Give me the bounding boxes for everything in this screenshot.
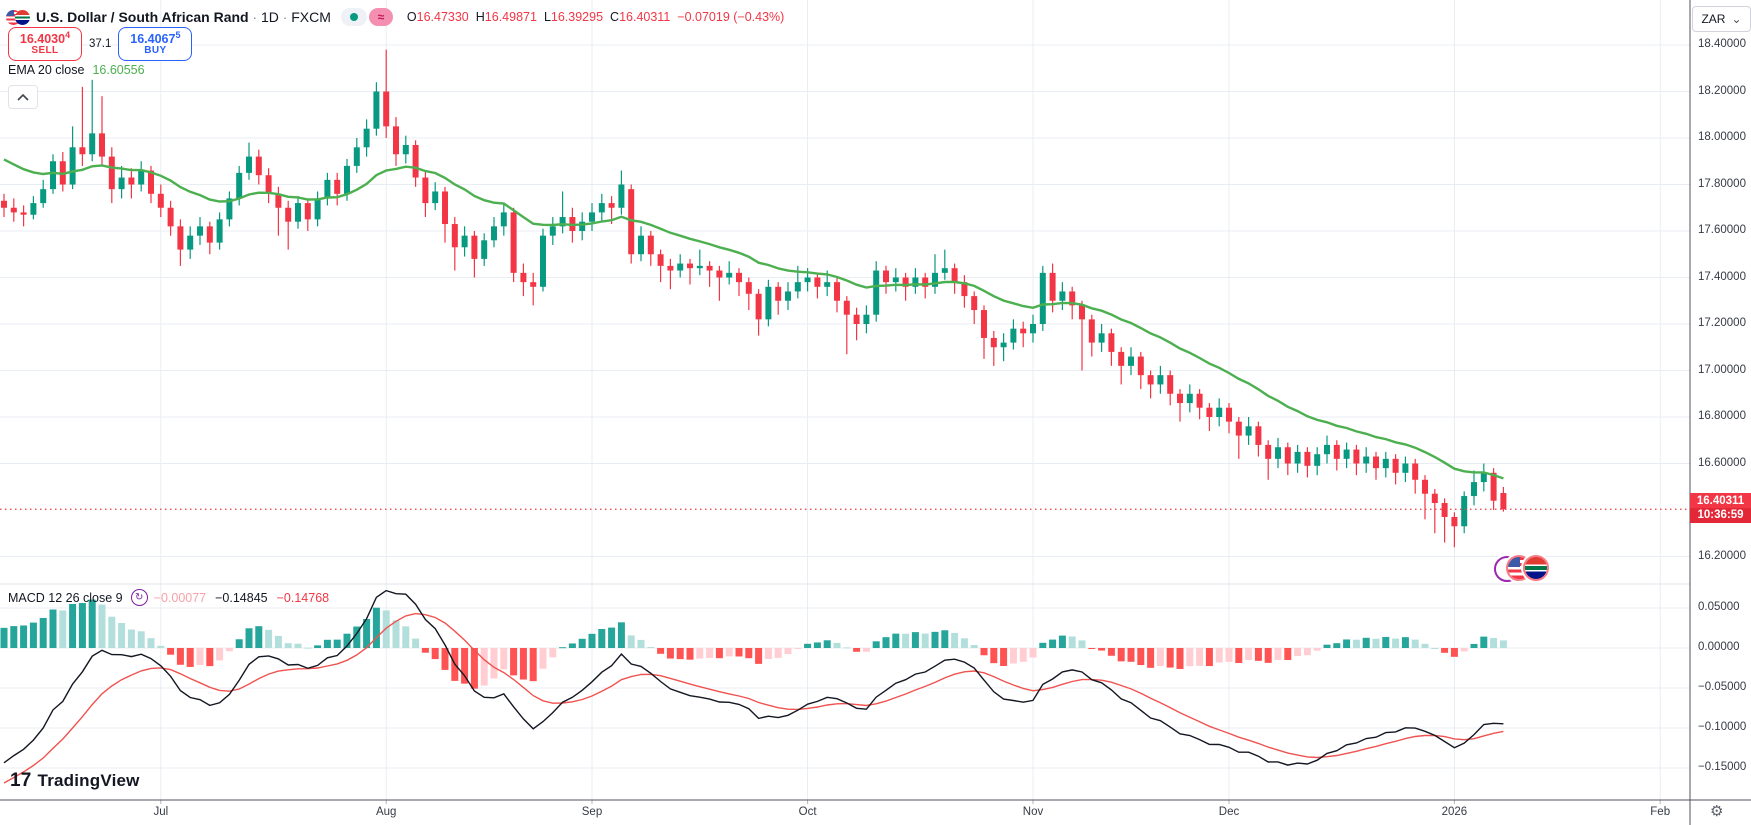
time-axis-label[interactable]: Feb [1650,806,1671,818]
price-axis-label[interactable]: 17.80000 [1698,177,1746,190]
last-price-value: 16.40311 [1690,493,1751,508]
time-axis-label[interactable]: Oct [798,806,817,818]
time-axis-label[interactable]: 2026 [1441,806,1468,818]
price-axis-label[interactable]: 17.00000 [1698,363,1746,376]
last-price-tag: 16.40311 10:36:59 [1690,493,1751,523]
symbol-logo [1494,555,1549,582]
tradingview-glyph-icon: 17 [10,770,32,791]
buy-price-sup: 5 [175,30,181,41]
spread-value: 37.1 [89,38,112,50]
price-axis-label[interactable]: 16.80000 [1698,410,1746,422]
approx-icon: ≈ [377,10,385,24]
separator: · [282,9,288,25]
axis-settings-gear-icon[interactable]: ⚙ [1710,803,1724,820]
time-axis-label[interactable]: Dec [1218,806,1240,818]
price-axis-label[interactable]: 18.00000 [1698,131,1746,143]
interval-label[interactable]: 1D [260,9,279,25]
price-axis-label[interactable]: −0.15000 [1698,761,1747,773]
close-label: C [610,10,620,24]
price-axis-label[interactable]: −0.05000 [1698,681,1747,693]
ema-value: 16.60556 [92,63,145,77]
price-axis-label[interactable]: 0.00000 [1698,641,1740,653]
exchange-label[interactable]: FXCM [291,9,331,25]
price-axis-label[interactable]: 16.60000 [1698,456,1746,469]
open-label: O [406,10,417,24]
low-value: 16.39295 [550,10,604,24]
price-axis-label[interactable]: 18.20000 [1698,84,1746,97]
price-axis-label[interactable]: 18.40000 [1698,38,1746,50]
chevron-up-icon [17,93,29,101]
sell-label: SELL [31,45,59,57]
price-axis-label[interactable]: 17.60000 [1698,224,1746,236]
market-status-button[interactable] [340,8,367,26]
macd-hist-value: −0.00077 [153,590,207,605]
close-value: 16.40311 [619,10,671,24]
symbol-flags-icon [6,9,30,25]
price-axis-label[interactable]: −0.10000 [1698,721,1747,733]
sell-price-sup: 4 [65,30,71,41]
time-axis-label[interactable]: Aug [375,806,397,818]
symbol-title[interactable]: U.S. Dollar / South African Rand [36,9,249,25]
chevron-down-icon: ⌄ [1731,12,1742,26]
zar-flag-icon [15,9,30,25]
symbol-header: U.S. Dollar / South African Rand · 1D · … [6,5,784,29]
buy-price: 16.4067 [130,32,176,47]
trade-panel: 16.40304 SELL 37.1 16.40675 BUY [8,27,193,61]
tradingview-wordmark: TradingView [37,771,140,790]
ema-legend[interactable]: EMA 20 close 16.60556 [8,63,145,77]
price-axis-label[interactable]: 17.40000 [1698,270,1746,283]
macd-refresh-icon[interactable]: ↻ [130,589,148,606]
high-value: 16.49871 [484,10,537,24]
price-axis-label[interactable]: 16.20000 [1698,549,1746,562]
macd-signal-value: −0.14768 [276,590,330,605]
buy-button[interactable]: 16.40675 BUY [118,27,193,61]
currency-selector[interactable]: ZAR ⌄ [1692,6,1751,32]
open-value: 16.47330 [416,10,469,24]
price-axis-label[interactable]: 17.20000 [1698,317,1746,329]
change-value: −0.07019 (−0.43%) [677,10,785,24]
currency-label: ZAR [1701,12,1726,26]
high-label: H [475,10,485,24]
price-axis-label[interactable]: 0.05000 [1698,601,1740,613]
ema-label: EMA 20 close [8,63,85,77]
bar-countdown: 10:36:59 [1690,508,1751,523]
time-axis-label[interactable]: Sep [581,806,603,818]
time-axis-label[interactable]: Jul [153,806,169,818]
macd-line-value: −0.14845 [215,590,268,605]
sell-price: 16.4030 [19,32,66,47]
zar-flag-logo-icon [1523,555,1549,581]
macd-label: MACD 12 26 close 9 [8,590,123,605]
ohlc-readout: O16.47330 H16.49871 L16.39295 C16.40311 −0.0… [407,10,784,24]
collapse-panel-button[interactable] [8,85,38,109]
buy-label: BUY [144,45,167,57]
tradingview-logo[interactable]: 17 TradingView [10,770,140,792]
low-label: L [543,10,551,24]
market-open-dot-icon [349,13,358,21]
alert-button[interactable]: ≈ [368,8,393,26]
separator: · [252,9,257,25]
time-axis-label[interactable]: Nov [1022,806,1044,818]
macd-legend[interactable]: MACD 12 26 close 9 ↻ −0.00077 −0.14845 −… [8,589,338,606]
sell-button[interactable]: 16.40304 SELL [8,27,82,61]
